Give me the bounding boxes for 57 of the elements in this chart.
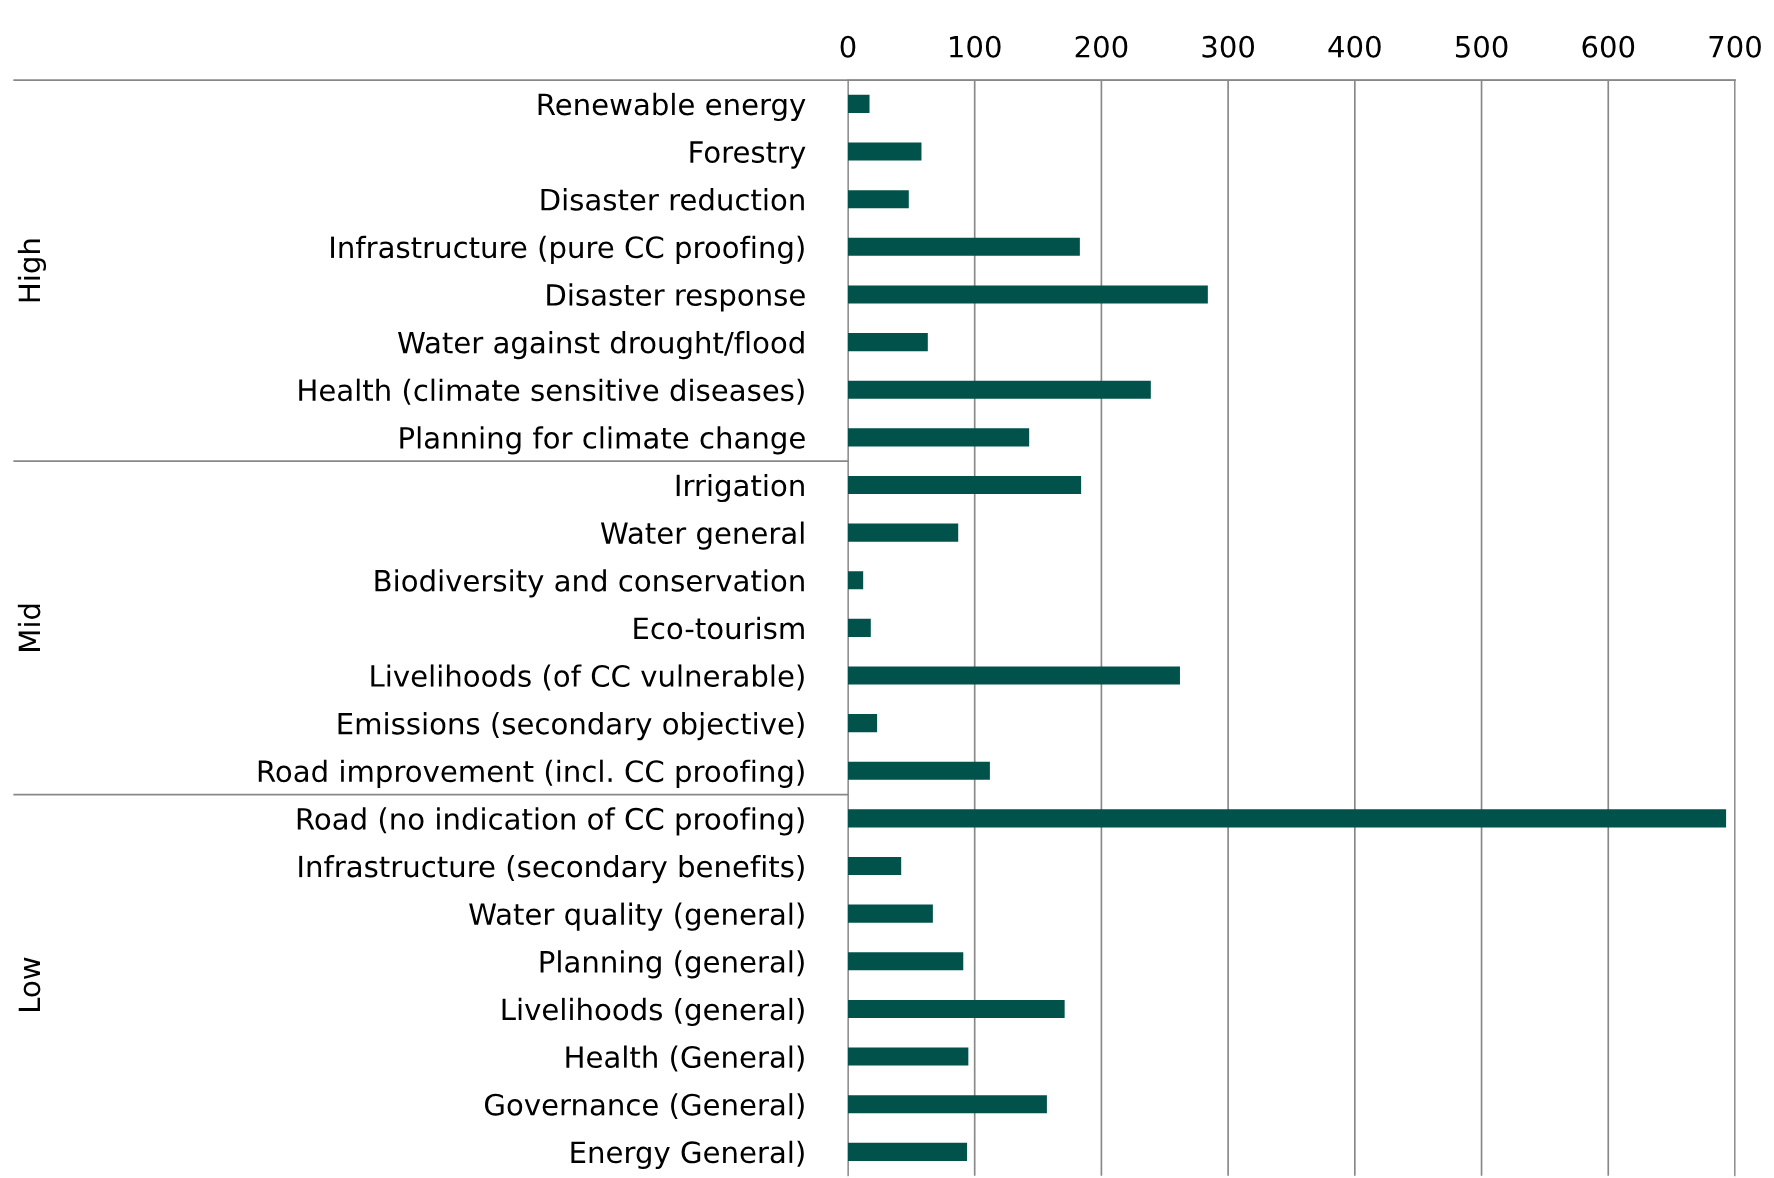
- x-tick-label: 500: [1455, 35, 1508, 58]
- x-tick-label: 700: [1709, 35, 1761, 58]
- text: Low: [18, 957, 41, 1011]
- y-tick-label: Planning for climate change: [400, 426, 805, 455]
- y-tick-label: Disaster response: [547, 283, 805, 312]
- bar: [847, 666, 1180, 685]
- y-tick-label: Infrastructure (secondary benefits): [299, 854, 804, 884]
- y-tick-label: Livelihoods (general): [502, 997, 804, 1027]
- bar: [847, 999, 1065, 1018]
- y-tick-label: Eco-tourism: [634, 616, 804, 640]
- y-tick-label: Planning (general): [540, 950, 804, 979]
- x-tick-label: 200: [1075, 35, 1128, 58]
- y-tick-label: Biodiversity and conservation: [375, 569, 804, 598]
- bar: [847, 618, 871, 637]
- bar: [847, 1095, 1047, 1114]
- bar: [847, 333, 928, 352]
- bar: [847, 571, 864, 590]
- y-tick-label: Water against drought/flood: [398, 331, 804, 360]
- bar: [847, 809, 1727, 828]
- y-tick-label: Energy General): [571, 1140, 804, 1169]
- y-tick-label: Emissions (secondary objective): [338, 712, 804, 741]
- y-tick-label: Disaster reduction: [541, 188, 804, 211]
- y-tick-label: Irrigation: [676, 473, 804, 503]
- y-tick-label: Renewable energy: [538, 92, 806, 122]
- x-tick-label: 600: [1582, 35, 1635, 58]
- y-tick-label: Water quality (general): [469, 902, 804, 931]
- x-tick-label: 0: [840, 35, 856, 58]
- bar: [847, 428, 1030, 447]
- bar: [847, 714, 878, 733]
- y-tick-label: Water general: [600, 521, 804, 550]
- y-tick-label: Health (General): [566, 1045, 804, 1072]
- bar: [847, 1142, 968, 1161]
- y-tick-label: Road improvement (incl. CC proofing): [258, 759, 804, 788]
- y-tick-label: Road (no indication of CC proofing): [297, 807, 804, 836]
- bar: [847, 904, 933, 923]
- bar: [847, 856, 902, 876]
- text: Mid: [17, 604, 41, 651]
- x-tick-label: 300: [1202, 35, 1255, 58]
- bar: [847, 761, 990, 780]
- bar: [847, 142, 922, 161]
- y-tick-label: Forestry: [690, 141, 806, 169]
- bar: [847, 1047, 969, 1066]
- bar: [847, 94, 870, 113]
- y-tick-label: Governance (General): [485, 1093, 804, 1120]
- bar: [847, 952, 964, 971]
- x-tick-label: 400: [1328, 35, 1381, 58]
- y-tick-label: Livelihoods (of CC vulnerable): [371, 664, 804, 691]
- bar: [847, 380, 1151, 399]
- x-tick-label: 100: [950, 35, 1001, 58]
- bar: [847, 475, 1082, 495]
- bar: [847, 523, 959, 542]
- y-tick-label: Health (climate sensitive diseases): [299, 378, 804, 405]
- y-tick-label: Infrastructure (pure CC proofing): [331, 235, 804, 264]
- bar: [847, 190, 909, 209]
- text: High: [17, 239, 47, 302]
- bar: [847, 237, 1080, 256]
- bar: [847, 285, 1208, 304]
